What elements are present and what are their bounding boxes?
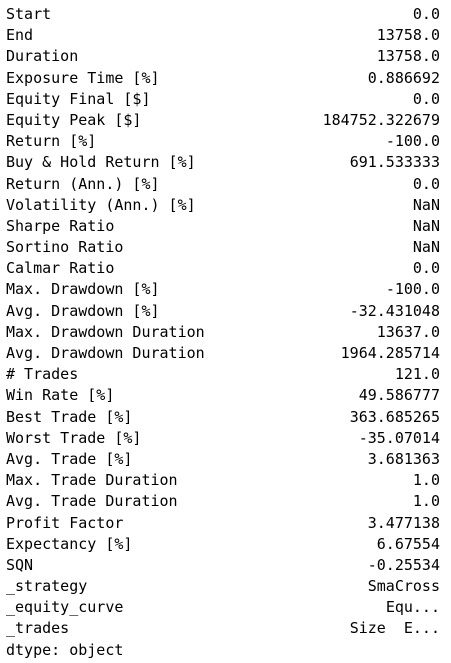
stat-key: _equity_curve xyxy=(6,598,124,617)
stat-value: 0.0 xyxy=(412,5,440,23)
stat-value: 3.477138 xyxy=(367,513,440,532)
stat-row: Duration 13758.0 xyxy=(0,46,451,67)
stat-key: Buy & Hold Return [%] xyxy=(6,153,196,172)
stat-value: 184752.322679 xyxy=(322,110,440,129)
stat-key: Max. Drawdown Duration xyxy=(6,322,205,341)
stat-row: Expectancy [%] 6.67554 xyxy=(0,534,451,555)
stat-row: Avg. Trade [%] 3.681363 xyxy=(0,449,451,470)
stat-key: Max. Trade Duration xyxy=(6,471,178,490)
dtype-line: dtype: object xyxy=(6,640,124,659)
stat-key: Return [%] xyxy=(6,132,97,151)
stat-value: 13758.0 xyxy=(376,26,440,45)
stat-value: Size E... xyxy=(349,619,440,638)
stat-row: Worst Trade [%] -35.07014 xyxy=(0,428,451,449)
stat-value: 0.0 xyxy=(412,89,440,108)
stat-key: Expectancy [%] xyxy=(6,534,133,553)
stat-key: _strategy xyxy=(6,577,88,596)
stat-key: Win Rate [%] xyxy=(6,386,115,405)
stat-key: Equity Peak [$] xyxy=(6,110,142,129)
stat-value: 0.0 xyxy=(412,259,440,278)
stat-value: 0.886692 xyxy=(367,68,440,87)
stat-value: -100.0 xyxy=(385,280,440,299)
stat-value: -100.0 xyxy=(385,132,440,151)
stat-value: -0.25534 xyxy=(367,555,440,574)
stat-key: End xyxy=(6,26,34,45)
stat-key: Avg. Drawdown [%] xyxy=(6,301,160,320)
stat-row: _strategy SmaCross xyxy=(0,576,451,597)
stat-key: Avg. Drawdown Duration xyxy=(6,344,205,362)
stat-value: NaN xyxy=(412,216,440,235)
stat-key: Avg. Trade Duration xyxy=(6,492,178,511)
stat-row: End 13758.0 xyxy=(0,25,451,46)
stat-row: Sharpe Ratio NaN xyxy=(0,216,451,237)
stat-key: SQN xyxy=(6,555,34,574)
stat-key: Sortino Ratio xyxy=(6,238,124,257)
stat-row: Buy & Hold Return [%] 691.533333 xyxy=(0,152,451,173)
stat-row: Equity Final [$] 0.0 xyxy=(0,89,451,110)
stat-row: Return [%] -100.0 xyxy=(0,131,451,152)
stats-list: Start 0.0 End 13758.0 Duration 13758.0 Exposur… xyxy=(0,4,451,640)
stat-key: # Trades xyxy=(6,365,79,384)
stat-key: Profit Factor xyxy=(6,513,124,532)
stat-row: Win Rate [%] 49.586777 xyxy=(0,385,451,406)
stat-row: _equity_curve Equ... xyxy=(0,597,451,618)
stat-key: Duration xyxy=(6,47,79,66)
stat-key: Sharpe Ratio xyxy=(6,216,115,235)
stat-key: Return (Ann.) [%] xyxy=(6,174,160,193)
stat-row: Avg. Drawdown Duration 1964.285714 xyxy=(0,343,451,364)
stat-value: SmaCross xyxy=(367,577,440,596)
stat-key: _trades xyxy=(6,619,70,638)
stat-key: Max. Drawdown [%] xyxy=(6,280,160,299)
stat-row: Start 0.0 xyxy=(0,4,451,25)
stat-row: Max. Trade Duration 1.0 xyxy=(0,470,451,491)
stat-row: Avg. Drawdown [%] -32.431048 xyxy=(0,301,451,322)
stat-key: Calmar Ratio xyxy=(6,259,115,278)
stat-row: Return (Ann.) [%] 0.0 xyxy=(0,174,451,195)
stat-row: Exposure Time [%] 0.886692 xyxy=(0,68,451,89)
stat-value: 1.0 xyxy=(412,492,440,511)
stat-key: Volatility (Ann.) [%] xyxy=(6,195,196,214)
stat-value: -35.07014 xyxy=(358,428,440,447)
stat-value: 121.0 xyxy=(394,365,440,384)
stat-value: -32.431048 xyxy=(349,301,440,320)
stat-value: 0.0 xyxy=(412,174,440,193)
stat-value: 13758.0 xyxy=(376,47,440,66)
stat-key: Exposure Time [%] xyxy=(6,68,160,87)
stat-row: Max. Drawdown [%] -100.0 xyxy=(0,279,451,300)
stat-row: Volatility (Ann.) [%] NaN xyxy=(0,195,451,216)
stat-value: 1.0 xyxy=(412,471,440,490)
stat-value: 49.586777 xyxy=(358,386,440,405)
stat-key: Start xyxy=(6,5,52,23)
stat-row: Max. Drawdown Duration 13637.0 xyxy=(0,322,451,343)
stat-value: Equ... xyxy=(385,598,440,617)
stat-value: 1964.285714 xyxy=(340,344,440,362)
stat-key: Equity Final [$] xyxy=(6,89,151,108)
stat-value: 13637.0 xyxy=(376,322,440,341)
stat-row: # Trades 121.0 xyxy=(0,364,451,385)
stat-row: Profit Factor 3.477138 xyxy=(0,513,451,534)
stat-row: Best Trade [%] 363.685265 xyxy=(0,407,451,428)
stat-row: _trades Size E... xyxy=(0,618,451,639)
stat-value: 6.67554 xyxy=(376,534,440,553)
stat-value: 3.681363 xyxy=(367,449,440,468)
stat-value: 363.685265 xyxy=(349,407,440,426)
stat-value: NaN xyxy=(412,195,440,214)
stat-row: Calmar Ratio 0.0 xyxy=(0,258,451,279)
stat-row: Equity Peak [$] 184752.322679 xyxy=(0,110,451,131)
stat-row: SQN -0.25534 xyxy=(0,555,451,576)
stat-value: 691.533333 xyxy=(349,153,440,172)
stat-key: Worst Trade [%] xyxy=(6,428,142,447)
stat-key: Best Trade [%] xyxy=(6,407,133,426)
stat-row: Sortino Ratio NaN xyxy=(0,237,451,258)
stat-row: Avg. Trade Duration 1.0 xyxy=(0,491,451,512)
stat-value: NaN xyxy=(412,238,440,257)
stat-key: Avg. Trade [%] xyxy=(6,449,133,468)
